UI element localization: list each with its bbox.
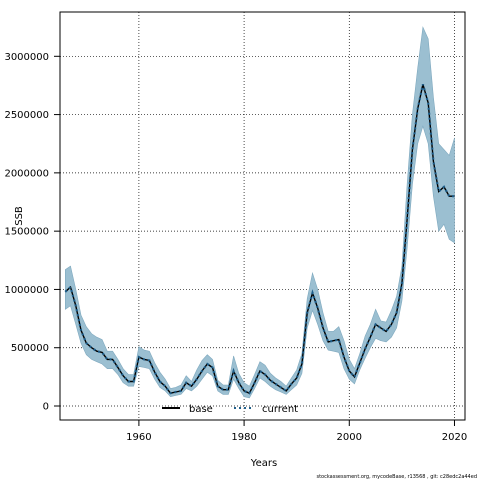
legend-label-base: base <box>189 404 213 415</box>
confidence-band <box>65 26 455 399</box>
x-axis-label: Years <box>250 458 277 469</box>
footer-note: stockassessment.org, mycodeBase, r13568 … <box>316 474 477 480</box>
y-tick-label: 1500000 <box>4 227 49 238</box>
y-tick-label: 3000000 <box>4 52 49 63</box>
x-tick-label: 2000 <box>337 432 362 443</box>
y-tick-label: 1000000 <box>4 285 49 296</box>
x-tick-label: 1960 <box>126 432 151 443</box>
y-tick-label: 2500000 <box>4 110 49 121</box>
y-tick-label: 0 <box>43 402 49 413</box>
legend-label-current: current <box>262 404 298 415</box>
y-tick-label: 500000 <box>11 343 49 354</box>
legend: base current <box>162 404 298 415</box>
x-axis: 1960 1980 2000 2020 <box>126 420 467 443</box>
y-tick-label: 2000000 <box>4 168 49 179</box>
y-axis: 0 500000 1000000 1500000 2000000 2500000 30000… <box>4 52 60 413</box>
plot-frame <box>59 11 466 421</box>
x-tick-label: 2020 <box>442 432 467 443</box>
series-base-line <box>64 84 455 395</box>
y-axis-label: SSB <box>14 206 25 226</box>
x-tick-label: 1980 <box>231 432 256 443</box>
